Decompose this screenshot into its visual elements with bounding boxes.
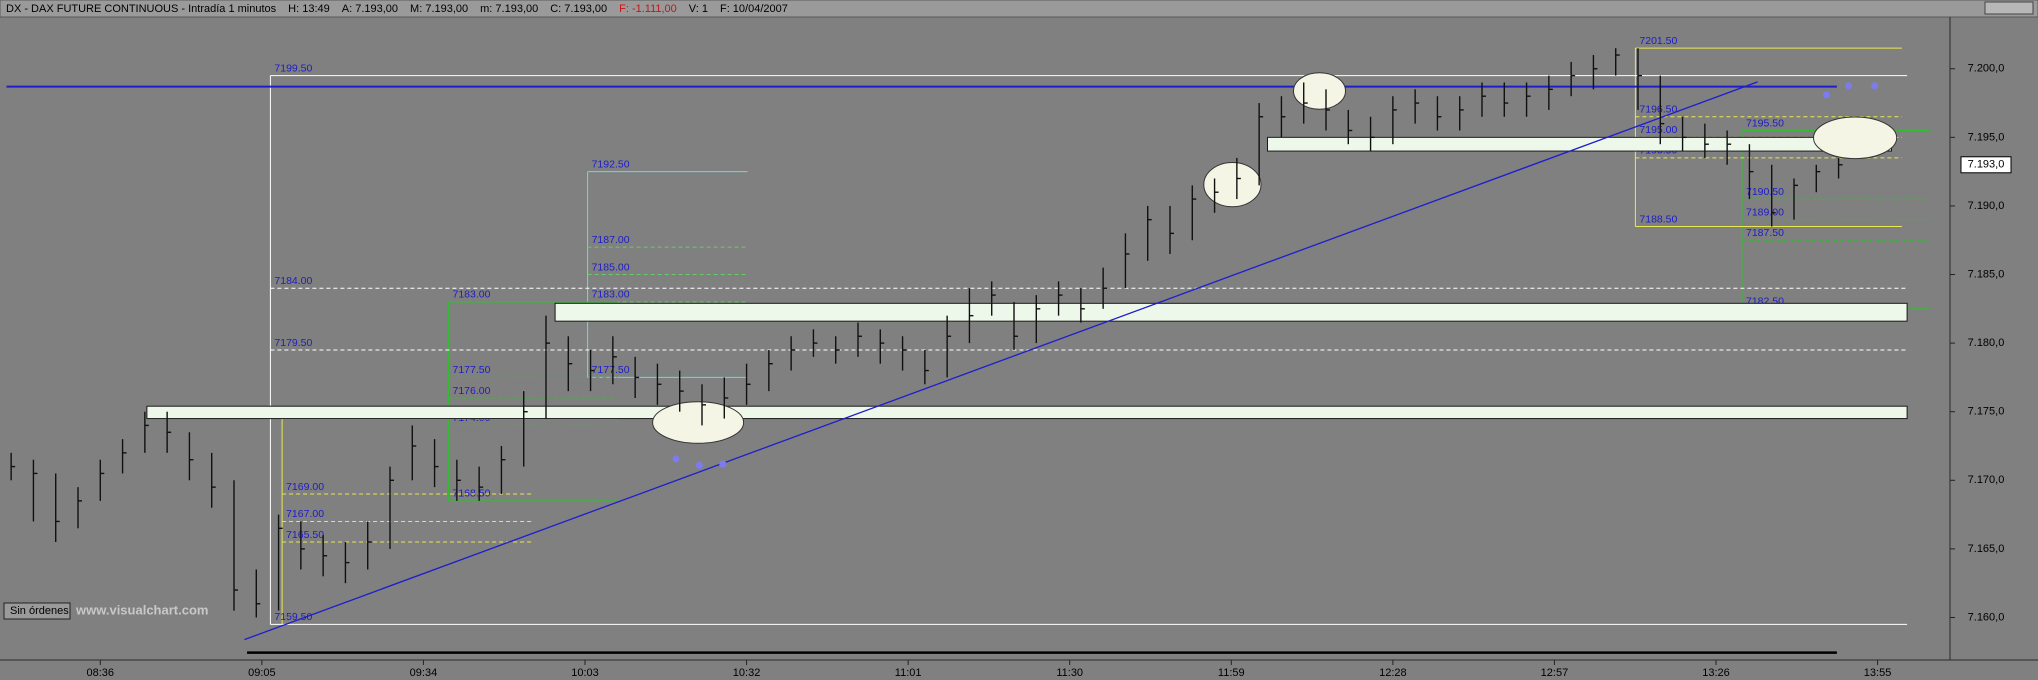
x-tick-label: 12:28 [1379, 667, 1407, 679]
marker-dot [1845, 82, 1853, 90]
x-tick-label: 11:59 [1218, 667, 1245, 679]
level-label: 7192.50 [592, 158, 630, 170]
x-tick-label: 09:34 [410, 667, 438, 679]
chart-title: DX - DAX FUTURE CONTINUOUS - Intradía 1 … [6, 3, 277, 15]
marker-dot [695, 461, 703, 469]
y-tick-label: 7.185,0 [1968, 268, 2005, 280]
y-tick-label: 7.200,0 [1968, 63, 2005, 75]
level-label: 7165.50 [286, 529, 324, 541]
x-tick-label: 11:01 [895, 667, 922, 679]
x-tick-label: 13:55 [1864, 667, 1892, 679]
header-field: F: 10/04/2007 [720, 3, 788, 15]
zone [146, 405, 1908, 420]
level-label: 7177.50 [453, 364, 491, 376]
level-label: 7185.00 [592, 261, 630, 273]
x-tick-label: 13:26 [1702, 667, 1730, 679]
marker-dot [1871, 82, 1879, 90]
status-box[interactable] [3, 602, 71, 620]
x-tick-label: 09:05 [248, 667, 276, 679]
trend-line [244, 81, 1758, 641]
level-label: 7187.00 [592, 234, 630, 246]
level-label: 7201.50 [1639, 35, 1677, 47]
y-tick-label: 7.190,0 [1968, 200, 2005, 212]
marker-dot [719, 460, 727, 468]
level-label: 7188.50 [1639, 213, 1677, 225]
x-tick-label: 10:03 [571, 667, 599, 679]
marker-dot [672, 455, 680, 463]
level-label: 7195.00 [1639, 124, 1677, 136]
highlight-ellipse [652, 401, 745, 444]
level-label: 7189.00 [1746, 206, 1784, 218]
x-tick-label: 10:32 [733, 667, 761, 679]
level-label: 7169.00 [286, 481, 324, 493]
header-field: C: 7.193,00 [550, 3, 607, 15]
highlight-ellipse [1203, 162, 1262, 208]
level-label: 7167.00 [286, 508, 324, 520]
level-label: 7179.50 [274, 337, 312, 349]
highlight-ellipse [1813, 116, 1898, 160]
header: DX - DAX FUTURE CONTINUOUS - Intradía 1 … [6, 3, 788, 15]
header-field: F: -1.111,00 [619, 3, 677, 15]
header-bar [0, 0, 2038, 18]
zone [1267, 136, 1892, 152]
header-field: M: 7.193,00 [410, 3, 468, 15]
level-label: 7187.50 [1746, 227, 1784, 239]
level-label: 7184.00 [274, 275, 312, 287]
last-price-box [1960, 156, 2012, 174]
x-tick-label: 11:30 [1056, 667, 1083, 679]
y-tick-label: 7.195,0 [1968, 131, 2005, 143]
header-field: A: 7.193,00 [342, 3, 398, 15]
level-label: 7199.50 [274, 62, 312, 74]
level-label: 7196.50 [1639, 104, 1677, 116]
header-field: V: 1 [689, 3, 708, 15]
y-tick-label: 7.160,0 [1968, 611, 2005, 623]
x-tick-label: 12:57 [1541, 667, 1569, 679]
level-label: 7159.50 [274, 611, 312, 623]
x-tick-label: 08:36 [87, 667, 115, 679]
level-label: 7195.50 [1746, 117, 1784, 129]
y-tick-label: 7.170,0 [1968, 474, 2005, 486]
status[interactable]: Sin órdenes [10, 605, 69, 617]
level-label: 7183.00 [592, 289, 630, 301]
watermark: www.visualchart.com [75, 602, 208, 617]
y-tick-label: 7.180,0 [1968, 337, 2005, 349]
marker-dot [1823, 91, 1830, 99]
level-label: 7183.00 [453, 289, 491, 301]
header-field: H: 13:49 [288, 3, 330, 15]
highlight-ellipse [1293, 72, 1346, 110]
zone [554, 302, 1908, 322]
header-field: m: 7.193,00 [480, 3, 538, 15]
level-label: 7190.50 [1746, 186, 1784, 198]
y-tick-label: 7.175,0 [1968, 406, 2005, 418]
last-price-label: 7.193,0 [1968, 159, 2005, 171]
level-label: 7177.50 [592, 364, 630, 376]
level-label: 7176.00 [453, 385, 491, 397]
window-button[interactable] [1984, 1, 2034, 15]
y-tick-label: 7.165,0 [1968, 543, 2005, 555]
